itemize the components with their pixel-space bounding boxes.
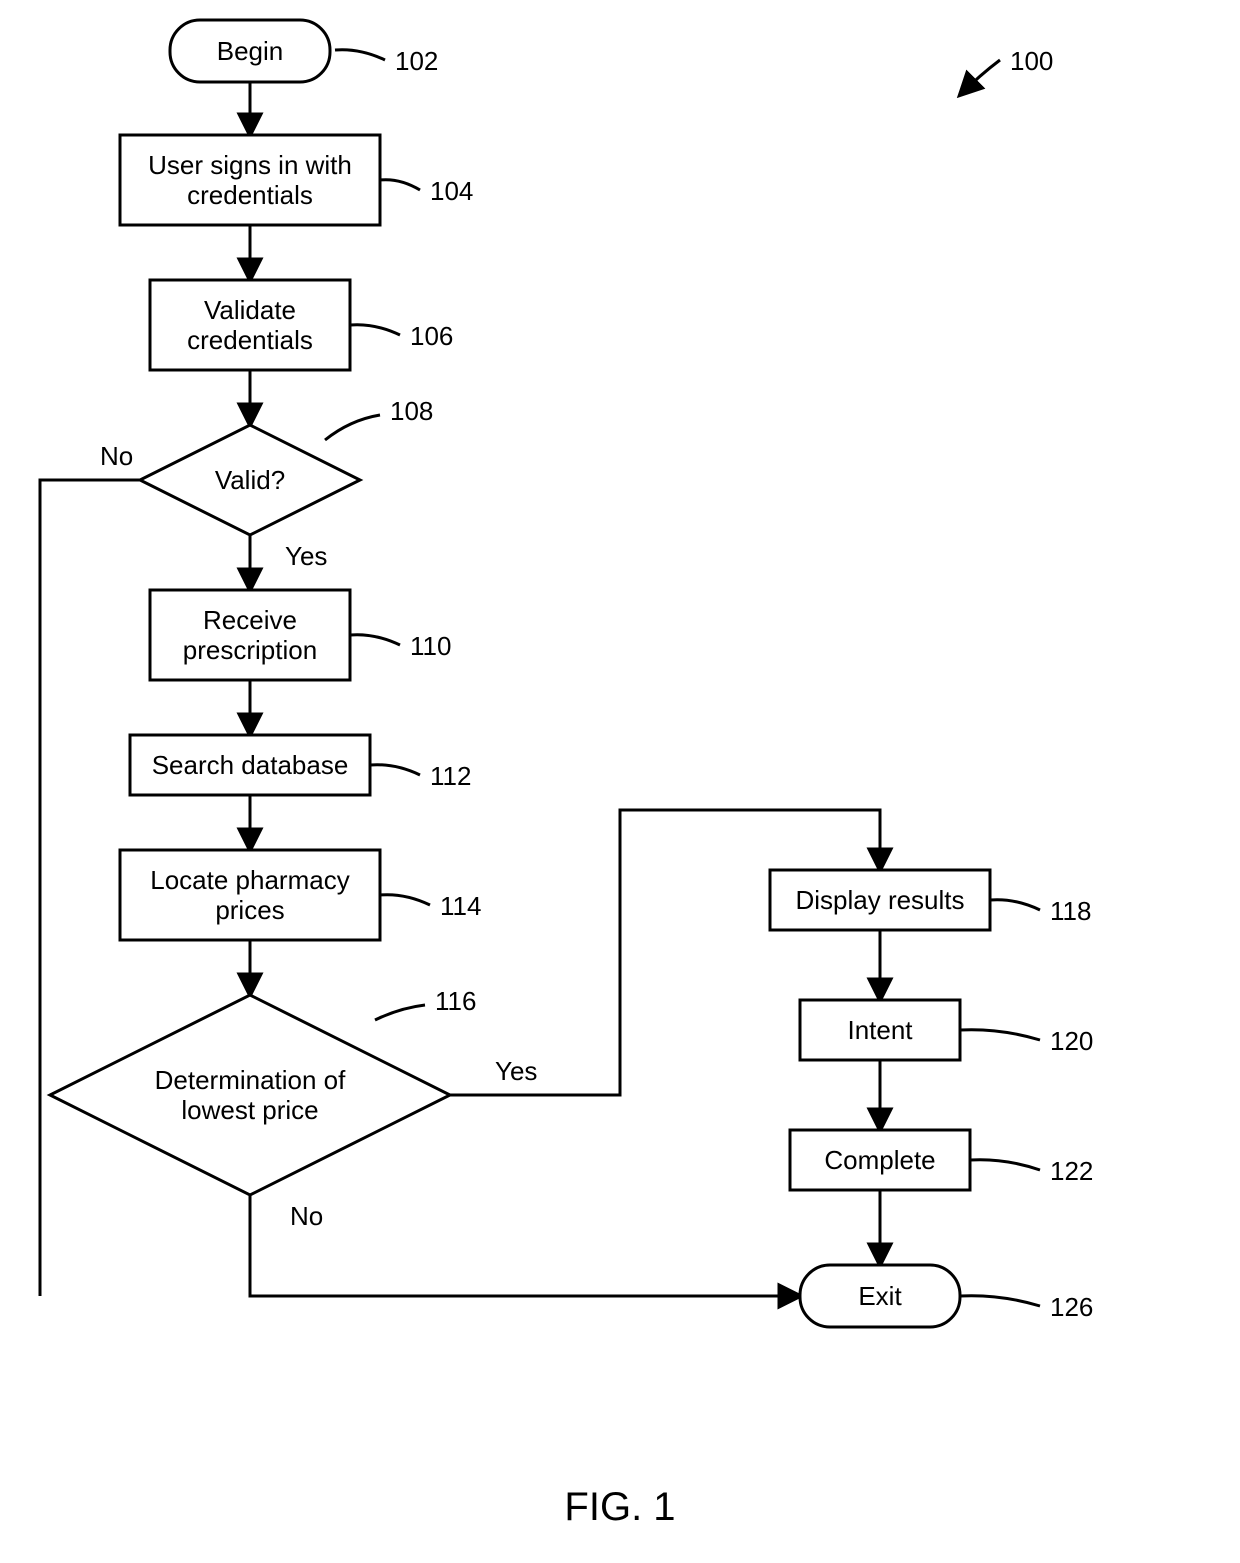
node-n108: Valid? <box>140 425 360 535</box>
svg-text:Receive: Receive <box>203 605 297 635</box>
leader-n110 <box>350 635 400 645</box>
svg-text:Valid?: Valid? <box>215 465 285 495</box>
svg-text:Search database: Search database <box>152 750 349 780</box>
ref-n108: 108 <box>390 396 433 426</box>
svg-text:Exit: Exit <box>858 1281 902 1311</box>
edge-label-12: No <box>100 441 133 471</box>
node-n106: Validatecredentials <box>150 280 350 370</box>
node-n122: Complete <box>790 1130 970 1190</box>
svg-text:prices: prices <box>215 895 284 925</box>
ref-n120: 120 <box>1050 1026 1093 1056</box>
svg-text:credentials: credentials <box>187 180 313 210</box>
svg-text:Complete: Complete <box>824 1145 935 1175</box>
ref-n104: 104 <box>430 176 473 206</box>
svg-text:Intent: Intent <box>847 1015 913 1045</box>
edge-11 <box>250 1195 800 1296</box>
node-n110: Receiveprescription <box>150 590 350 680</box>
leader-n112 <box>370 765 420 775</box>
leader-n108 <box>325 415 380 440</box>
svg-text:Determination of: Determination of <box>155 1065 347 1095</box>
edge-label-11: No <box>290 1201 323 1231</box>
leader-n126 <box>960 1296 1040 1306</box>
node-n116: Determination oflowest price <box>50 995 450 1195</box>
svg-text:lowest price: lowest price <box>181 1095 318 1125</box>
leader-n116 <box>375 1005 425 1020</box>
figure-caption: FIG. 1 <box>564 1485 675 1529</box>
node-n102: Begin <box>170 20 330 82</box>
leader-n118 <box>990 900 1040 910</box>
ref-fig: 100 <box>1010 46 1053 76</box>
leader-n122 <box>970 1160 1040 1170</box>
ref-n118: 118 <box>1050 896 1091 926</box>
node-n118: Display results <box>770 870 990 930</box>
node-n112: Search database <box>130 735 370 795</box>
node-n104: User signs in withcredentials <box>120 135 380 225</box>
ref-n112: 112 <box>430 761 471 791</box>
leader-n102 <box>335 50 385 60</box>
leader-fig <box>960 60 1000 95</box>
ref-n116: 116 <box>435 986 476 1016</box>
svg-text:Begin: Begin <box>217 36 284 66</box>
node-n126: Exit <box>800 1265 960 1327</box>
svg-text:prescription: prescription <box>183 635 317 665</box>
node-n114: Locate pharmacyprices <box>120 850 380 940</box>
leader-n104 <box>380 180 420 190</box>
node-n120: Intent <box>800 1000 960 1060</box>
ref-n110: 110 <box>410 631 451 661</box>
ref-n122: 122 <box>1050 1156 1093 1186</box>
svg-text:Locate pharmacy: Locate pharmacy <box>150 865 349 895</box>
svg-text:Validate: Validate <box>204 295 296 325</box>
ref-n126: 126 <box>1050 1292 1093 1322</box>
svg-text:credentials: credentials <box>187 325 313 355</box>
leader-n114 <box>380 895 430 905</box>
leader-n120 <box>960 1030 1040 1040</box>
svg-text:Display results: Display results <box>795 885 964 915</box>
leader-n106 <box>350 325 400 335</box>
ref-n102: 102 <box>395 46 438 76</box>
svg-text:User signs in with: User signs in with <box>148 150 352 180</box>
ref-n106: 106 <box>410 321 453 351</box>
edge-label-3: Yes <box>285 541 327 571</box>
ref-n114: 114 <box>440 891 481 921</box>
edge-label-7: Yes <box>495 1056 537 1086</box>
